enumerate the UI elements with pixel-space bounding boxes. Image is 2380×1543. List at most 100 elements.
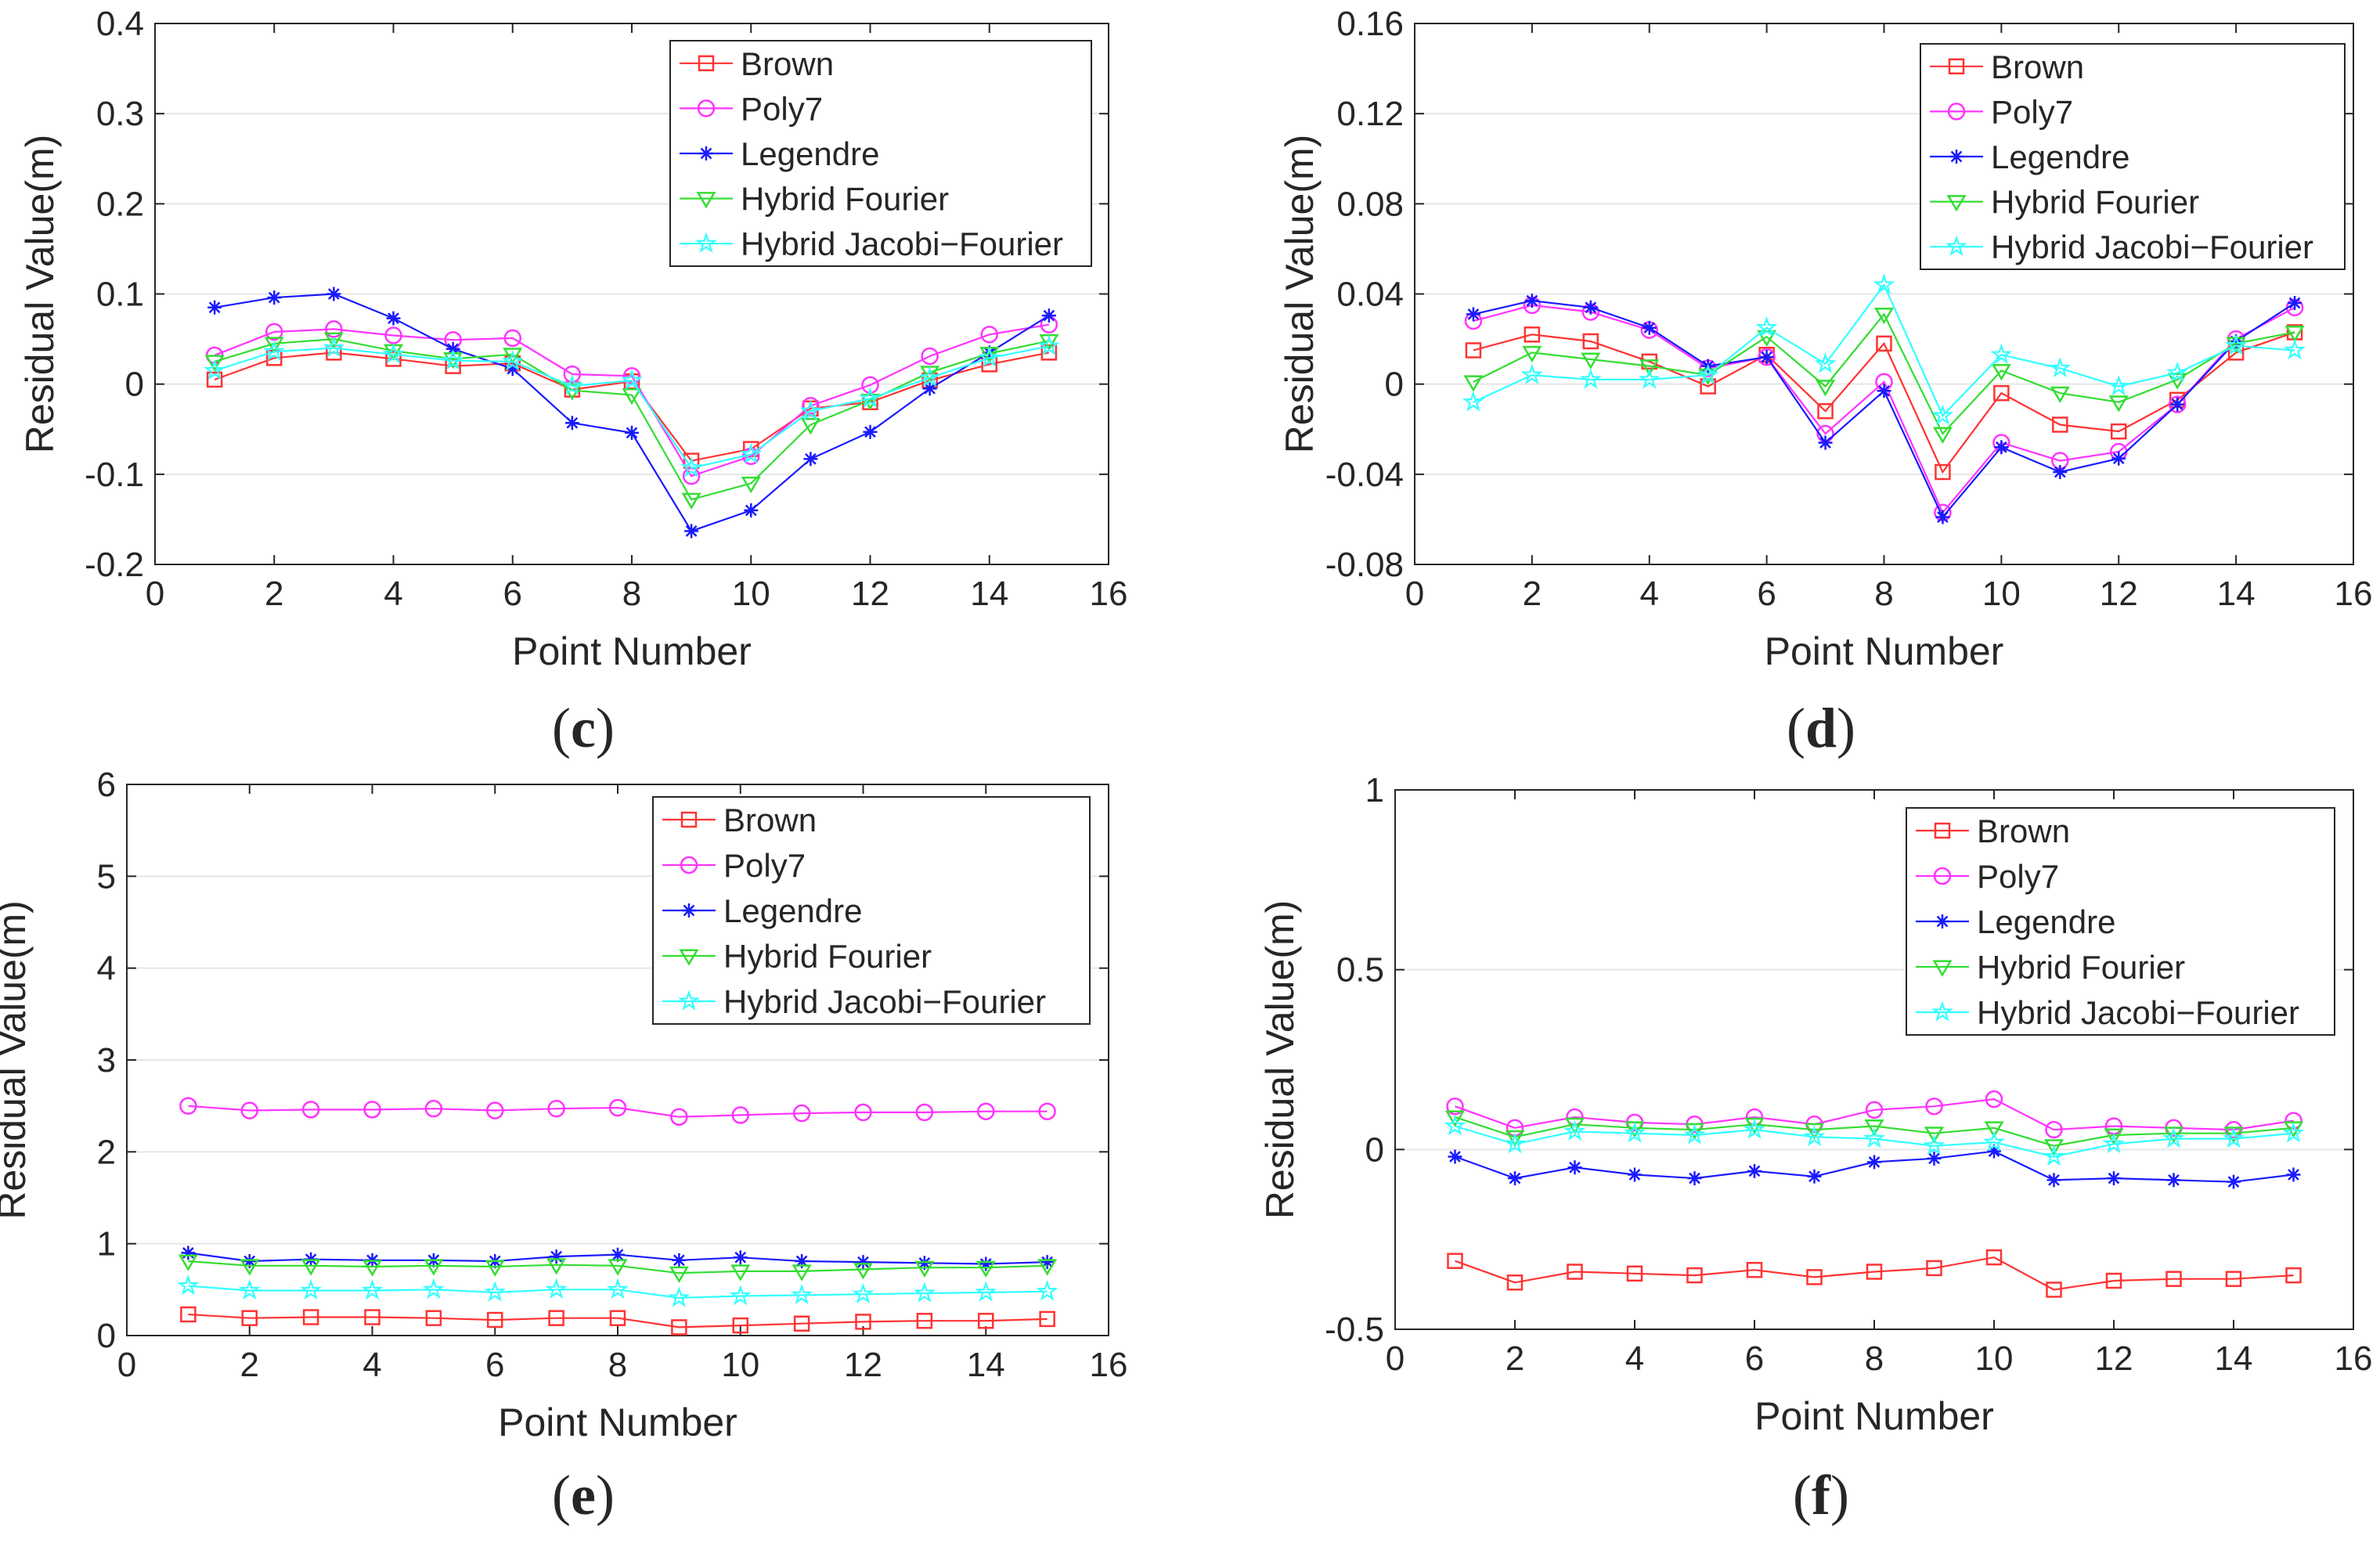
y-tick-label: 3 xyxy=(97,1041,116,1080)
data-point xyxy=(302,1309,319,1325)
legend-label: Hybrid Fourier xyxy=(741,181,949,218)
data-point xyxy=(607,1278,629,1300)
data-point xyxy=(240,1259,260,1276)
data-point xyxy=(1447,1253,1463,1269)
data-point xyxy=(1581,352,1601,370)
data-point xyxy=(1806,1269,1823,1285)
data-point xyxy=(1628,1167,1642,1182)
data-point xyxy=(206,371,223,388)
data-point xyxy=(442,349,464,370)
data-point xyxy=(921,347,939,366)
y-tick-label: 0.08 xyxy=(1336,185,1404,223)
data-point xyxy=(982,345,997,360)
data-point xyxy=(671,1319,687,1336)
data-point xyxy=(240,1101,258,1119)
data-point xyxy=(301,1259,321,1276)
y-tick-label: 0.2 xyxy=(96,185,144,223)
data-point xyxy=(1983,1130,2005,1152)
data-point xyxy=(2052,416,2068,433)
legend-box xyxy=(1906,807,2335,1036)
data-point xyxy=(2103,1132,2125,1154)
y-tick-label: 0.4 xyxy=(96,5,144,43)
data-point xyxy=(548,1310,564,1326)
x-tick-label: 16 xyxy=(1090,1346,1128,1384)
data-point xyxy=(1987,1144,2001,1159)
data-point xyxy=(1926,1260,1942,1277)
data-point xyxy=(505,362,520,377)
data-point xyxy=(915,1103,934,1122)
y-tick-label: 1 xyxy=(97,1225,116,1264)
data-point xyxy=(2227,1174,2241,1189)
data-point xyxy=(300,1278,322,1300)
legend-marker xyxy=(1934,822,1951,839)
data-point xyxy=(611,1247,625,1262)
series-line xyxy=(214,345,1050,470)
y-tick-label: -0.2 xyxy=(85,546,144,584)
legend-marker xyxy=(1949,150,1964,164)
data-point xyxy=(1444,1114,1466,1136)
series-1 xyxy=(1464,296,2304,522)
data-point xyxy=(1817,402,1834,420)
legend-label: Legendre xyxy=(741,135,880,172)
data-point xyxy=(1564,1117,1585,1134)
y-tick-label: 4 xyxy=(97,950,116,988)
data-point xyxy=(1984,1121,2004,1138)
data-point xyxy=(1935,510,1950,525)
series-line xyxy=(188,1105,1048,1118)
data-point xyxy=(177,1274,200,1296)
data-point xyxy=(732,1317,748,1334)
data-point xyxy=(2046,1282,2062,1298)
data-point xyxy=(2104,1128,2124,1145)
data-point xyxy=(503,348,523,365)
legend-marker xyxy=(1932,960,1953,977)
legend-marker xyxy=(695,232,717,254)
data-point xyxy=(1927,1151,1942,1166)
data-point xyxy=(204,355,225,372)
data-point xyxy=(608,1098,627,1117)
x-tick-label: 0 xyxy=(146,575,164,613)
data-point xyxy=(238,1278,261,1300)
x-axis-label: Point Number xyxy=(1754,1394,1994,1438)
data-point xyxy=(364,1309,380,1325)
y-tick-label: 5 xyxy=(97,857,116,896)
x-tick-label: 12 xyxy=(844,1346,882,1384)
data-point xyxy=(1864,1119,1884,1137)
data-point xyxy=(487,1311,503,1328)
legend-label: Legendre xyxy=(1977,903,2116,940)
data-point xyxy=(204,359,225,380)
data-point xyxy=(1993,384,2010,402)
x-tick-label: 6 xyxy=(503,575,522,613)
legend-label: Hybrid Fourier xyxy=(1977,949,2185,986)
data-point xyxy=(547,1099,565,1118)
data-point xyxy=(1638,368,1661,389)
data-point xyxy=(852,1282,874,1304)
data-point xyxy=(855,1314,871,1330)
data-point xyxy=(2170,397,2185,412)
data-point xyxy=(799,399,822,421)
data-point xyxy=(914,1260,935,1278)
data-point xyxy=(1865,1101,1884,1119)
legend-marker xyxy=(1931,1000,1953,1022)
data-point xyxy=(1037,1259,1058,1276)
data-point xyxy=(980,326,998,344)
data-point xyxy=(917,1256,932,1271)
y-axis-label: Residual Value(m) xyxy=(18,135,62,454)
y-tick-label: 1 xyxy=(1365,771,1384,809)
chart-panel-0: 0 2 4 6 8 10 12 14 16 -0.2 -0.1 0 0.1 0.2 0.3 0.4 Point … xyxy=(18,5,1127,759)
data-point xyxy=(731,1106,749,1124)
data-point xyxy=(1746,1261,1763,1278)
panel-label: (d) xyxy=(1787,697,1855,759)
data-point xyxy=(363,1101,381,1119)
data-point xyxy=(2108,374,2130,396)
data-point xyxy=(501,350,524,371)
legend-marker xyxy=(698,55,715,72)
data-point xyxy=(740,442,763,464)
series-line xyxy=(188,1285,1048,1300)
data-point xyxy=(1040,1255,1055,1270)
legend-box xyxy=(669,40,1092,267)
data-point xyxy=(792,1264,812,1282)
legend-label: Poly7 xyxy=(1977,858,2059,895)
data-point xyxy=(1642,320,1657,335)
data-point xyxy=(914,1282,936,1303)
data-point xyxy=(744,503,759,517)
